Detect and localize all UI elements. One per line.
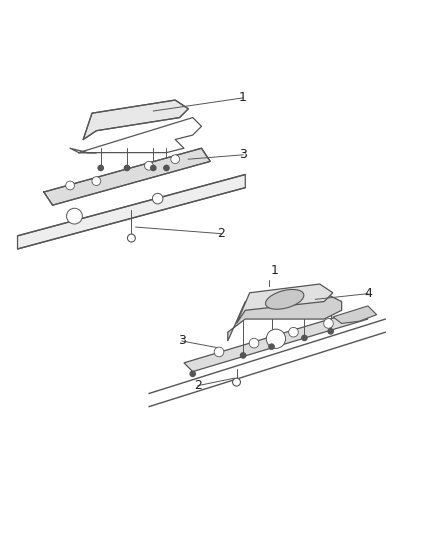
Circle shape — [289, 327, 298, 337]
Text: 2: 2 — [217, 227, 225, 240]
Text: 3: 3 — [178, 335, 186, 348]
Circle shape — [164, 165, 169, 171]
Text: 2: 2 — [194, 379, 202, 392]
Circle shape — [269, 344, 274, 349]
Polygon shape — [18, 174, 245, 249]
Polygon shape — [83, 100, 188, 140]
Text: 1: 1 — [271, 264, 279, 278]
Ellipse shape — [265, 289, 304, 309]
Circle shape — [171, 155, 180, 164]
Circle shape — [324, 319, 333, 328]
Polygon shape — [44, 148, 210, 205]
Circle shape — [151, 165, 156, 171]
Text: 4: 4 — [364, 287, 372, 300]
Circle shape — [124, 165, 130, 171]
Circle shape — [190, 371, 195, 376]
Circle shape — [266, 329, 286, 349]
Polygon shape — [184, 310, 368, 372]
Polygon shape — [228, 293, 342, 341]
Circle shape — [152, 193, 163, 204]
Circle shape — [302, 335, 307, 341]
Circle shape — [127, 234, 135, 242]
Circle shape — [214, 347, 224, 357]
Polygon shape — [333, 306, 377, 324]
Circle shape — [92, 177, 101, 185]
Circle shape — [66, 181, 74, 190]
Text: 3: 3 — [239, 148, 247, 161]
Circle shape — [240, 353, 246, 358]
Circle shape — [233, 378, 240, 386]
Circle shape — [328, 329, 333, 334]
Polygon shape — [237, 284, 333, 324]
Circle shape — [67, 208, 82, 224]
Circle shape — [249, 338, 259, 348]
Circle shape — [98, 165, 103, 171]
Circle shape — [145, 161, 153, 170]
Text: 1: 1 — [239, 91, 247, 104]
